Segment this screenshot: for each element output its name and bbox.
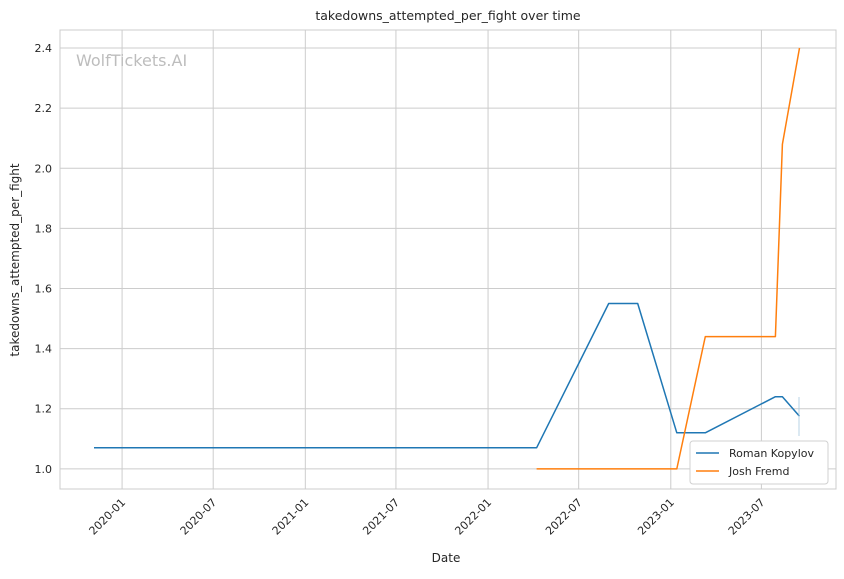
chart-title: takedowns_attempted_per_fight over time [315,8,581,23]
x-tick-label: 2020-07 [178,496,220,538]
y-axis-label: takedowns_attempted_per_fight [8,163,22,356]
x-tick-label: 2023-01 [635,496,677,538]
legend-label-josh-fremd: Josh Fremd [728,465,789,478]
grid [60,30,836,489]
y-tick-label: 2.4 [35,42,53,55]
y-tick-labels: 1.0 1.2 1.4 1.6 1.8 2.0 2.2 2.4 [35,42,53,476]
x-tick-labels: 2020-01 2020-07 2021-01 2021-07 2022-01 2022-… [87,496,768,538]
x-tick-label: 2023-07 [726,496,768,538]
x-tick-label: 2020-01 [87,496,129,538]
y-tick-label: 1.6 [35,283,53,296]
x-tick-label: 2021-01 [270,496,312,538]
plot-frame [60,30,836,489]
series-lines [94,48,800,469]
y-tick-label: 1.0 [35,463,53,476]
x-tick-label: 2021-07 [360,496,402,538]
y-tick-label: 2.0 [35,162,53,175]
y-tick-label: 1.2 [35,403,53,416]
x-axis-label: Date [432,551,461,565]
series-line-roman-kopylov [94,304,800,448]
y-tick-label: 1.4 [35,343,53,356]
legend-label-roman-kopylov: Roman Kopylov [729,447,814,460]
x-tick-label: 2022-01 [452,496,494,538]
y-tick-label: 1.8 [35,222,53,235]
y-tick-label: 2.2 [35,102,53,115]
legend: Roman Kopylov Josh Fremd [690,441,828,484]
x-tick-label: 2022-07 [543,496,585,538]
watermark: WolfTickets.AI [76,51,187,70]
